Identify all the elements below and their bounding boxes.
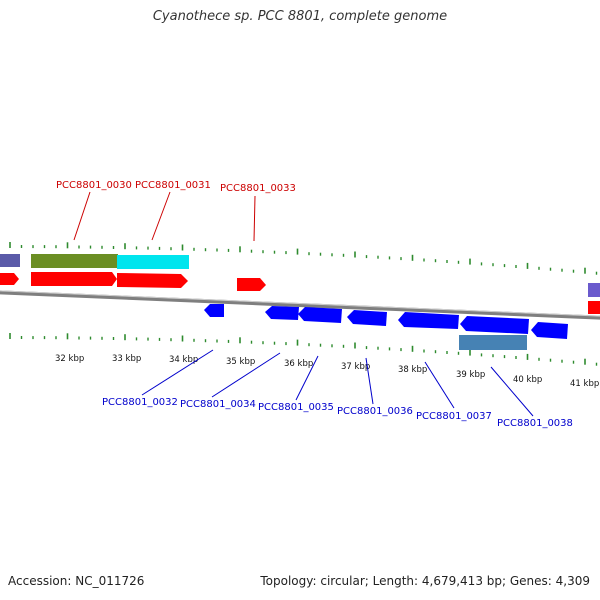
cds-reverse-pcc8801-0038[interactable] xyxy=(460,316,529,334)
scale-label-35kbp: 35 kbp xyxy=(226,357,255,367)
cds-forward-pcc8801-0031[interactable] xyxy=(117,273,188,288)
gene-label-pcc8801-0037[interactable]: PCC8801_0037 xyxy=(416,411,492,422)
leader-line-pcc8801-0035 xyxy=(295,355,319,401)
scale-label-40kbp: 40 kbp xyxy=(513,375,542,385)
leader-line-pcc8801-0033 xyxy=(253,195,256,242)
scale-label-32kbp: 32 kbp xyxy=(55,354,84,364)
gene-label-pcc8801-0033[interactable]: PCC8801_0033 xyxy=(220,183,296,194)
leader-line-pcc8801-0037 xyxy=(424,361,455,409)
leader-line-pcc8801-0032 xyxy=(141,349,214,396)
cds-reverse-pcc8801-0035[interactable] xyxy=(298,307,342,323)
cds-forward-left[interactable] xyxy=(0,273,19,285)
inner-tick-ring xyxy=(9,333,598,366)
accession-text: Accession: NC_011726 xyxy=(8,574,145,588)
gene-label-pcc8801-0034[interactable]: PCC8801_0034 xyxy=(180,399,256,410)
scale-label-39kbp: 39 kbp xyxy=(456,370,485,380)
feature-slate-left[interactable] xyxy=(0,254,20,267)
cds-reverse-pcc8801-0034[interactable] xyxy=(265,306,299,320)
leader-line-pcc8801-0034 xyxy=(211,352,281,398)
gene-label-pcc8801-0031[interactable]: PCC8801_0031 xyxy=(135,180,211,191)
gene-label-pcc8801-0030[interactable]: PCC8801_0030 xyxy=(56,180,132,191)
scale-label-37kbp: 37 kbp xyxy=(341,362,370,372)
cds-reverse-pcc8801-0032[interactable] xyxy=(204,304,224,317)
genome-backbone xyxy=(0,290,600,320)
gene-label-pcc8801-0038[interactable]: PCC8801_0038 xyxy=(497,418,573,429)
cds-forward-right[interactable] xyxy=(588,301,600,314)
feature-slate-right[interactable] xyxy=(588,283,600,297)
scale-label-33kbp: 33 kbp xyxy=(112,354,141,364)
feature-steelblue-pcc8801-0038[interactable] xyxy=(459,335,527,350)
cds-forward-pcc8801-0033[interactable] xyxy=(237,278,266,291)
scale-label-38kbp: 38 kbp xyxy=(398,365,427,375)
scale-label-34kbp: 34 kbp xyxy=(169,355,198,365)
feature-cyan-pcc8801-0031[interactable] xyxy=(117,255,189,269)
gene-label-pcc8801-0036[interactable]: PCC8801_0036 xyxy=(337,406,413,417)
map-title: Cyanothece sp. PCC 8801, complete genome xyxy=(152,9,448,24)
outer-tick-ring xyxy=(9,242,598,275)
feature-olive-pcc8801-0030[interactable] xyxy=(31,254,118,268)
scale-label-41kbp: 41 kbp xyxy=(570,379,599,389)
gene-label-pcc8801-0032[interactable]: PCC8801_0032 xyxy=(102,397,178,408)
cds-reverse-pcc8801-0036[interactable] xyxy=(347,310,387,326)
cds-reverse-right[interactable] xyxy=(531,322,568,339)
gene-label-pcc8801-0035[interactable]: PCC8801_0035 xyxy=(258,402,334,413)
leader-line-pcc8801-0030 xyxy=(73,191,91,241)
cds-forward-pcc8801-0030[interactable] xyxy=(31,272,117,286)
leader-line-pcc8801-0038 xyxy=(490,366,534,417)
leader-line-pcc8801-0036 xyxy=(365,357,374,405)
genome-backbone-highlight xyxy=(0,290,600,317)
scale-label-36kbp: 36 kbp xyxy=(284,359,313,369)
leader-line-pcc8801-0031 xyxy=(151,191,171,241)
topology-text: Topology: circular; Length: 4,679,413 bp… xyxy=(260,574,590,588)
cds-reverse-pcc8801-0037[interactable] xyxy=(398,312,459,329)
